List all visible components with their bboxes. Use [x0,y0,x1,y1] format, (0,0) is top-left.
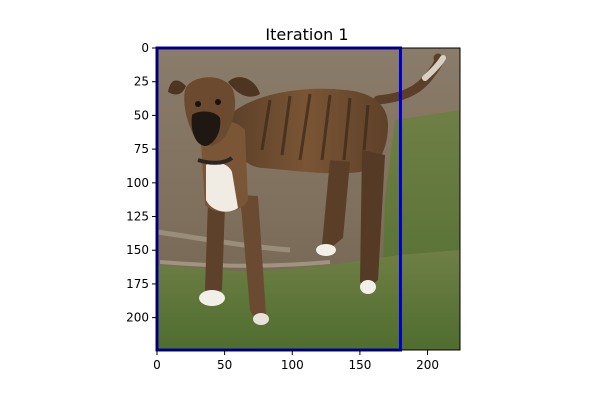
dog-ear-right [228,77,260,97]
x-tick-label: 0 [153,358,161,372]
y-tick-label: 175 [126,277,149,291]
dog-eye [215,99,221,105]
chart-title: Iteration 1 [265,25,348,44]
dog-tail-tip [422,55,446,81]
grass-bottom [157,250,460,350]
dog-body [225,88,388,174]
dog-paw [199,290,225,306]
y-tick-label: 100 [126,176,149,190]
dog-eye [195,101,201,107]
dog-paw [316,244,336,256]
x-tick-label: 50 [217,358,232,372]
dirt-path-2 [159,260,331,268]
dog-collar [197,156,234,165]
y-tick-label: 75 [134,142,149,156]
y-axis: 0 25 50 75 100 125 150 175 200 [126,41,157,325]
x-tick-label: 100 [281,358,304,372]
dog-leg-front-right [240,195,266,322]
y-tick-label: 25 [134,75,149,89]
dog-leg-back-left [322,160,350,250]
dog-paw [360,280,376,294]
dog-leg-front-left [205,200,225,295]
dog-stripes [260,93,370,161]
x-tick-label: 150 [348,358,371,372]
x-tick-label: 200 [416,358,439,372]
dog [168,53,446,325]
dog-leg-back-right [360,150,385,290]
y-tick-label: 150 [126,243,149,257]
y-tick-label: 50 [134,108,149,122]
dog-muzzle [191,111,221,146]
axes-frame [156,47,461,351]
dog-paw [253,313,269,325]
dog-ear-left [168,80,186,95]
y-tick-label: 200 [126,311,149,325]
y-tick-label: 0 [141,41,149,55]
y-tick-label: 125 [126,210,149,224]
dog-photo [157,48,460,350]
x-axis: 0 50 100 150 200 [153,350,439,372]
dog-chest-white [206,162,238,212]
